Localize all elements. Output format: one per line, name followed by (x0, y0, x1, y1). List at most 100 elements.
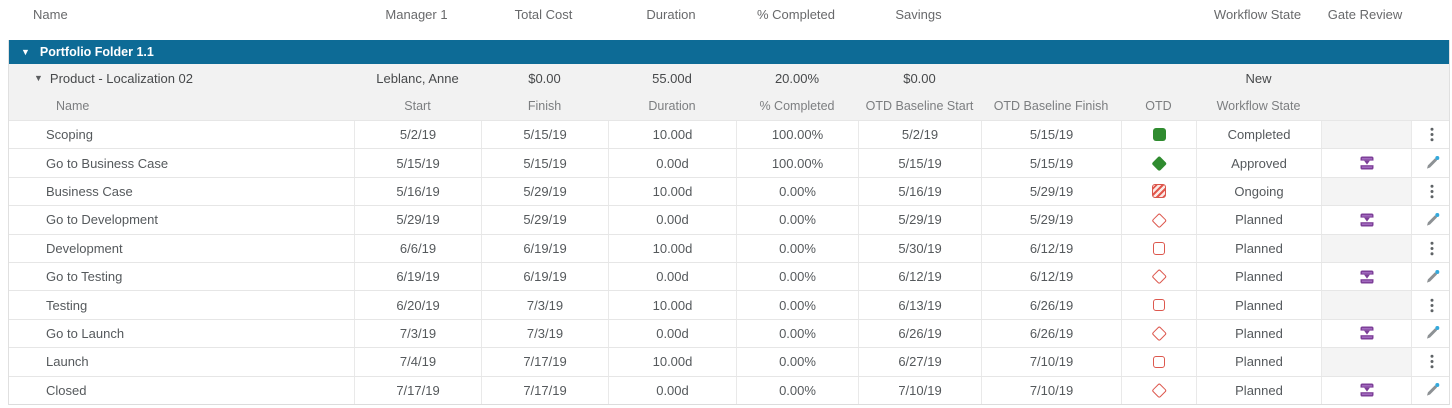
task-otd-baseline-finish-cell[interactable]: 6/26/19 (981, 291, 1121, 319)
task-finish-cell[interactable]: 7/17/19 (481, 348, 608, 376)
task-otd-baseline-start-cell[interactable]: 6/13/19 (858, 291, 981, 319)
task-workflow-state-cell[interactable]: Planned (1196, 262, 1321, 291)
column-header-total-cost[interactable]: Total Cost (514, 6, 573, 22)
task-name-cell[interactable]: Closed (46, 382, 87, 398)
task-start-cell[interactable]: 6/19/19 (354, 262, 481, 291)
stage-gate-icon[interactable] (1321, 149, 1411, 177)
task-duration-cell[interactable]: 10.00d (608, 234, 736, 262)
column-header-gate-review[interactable]: Gate Review (1327, 6, 1403, 22)
task-start-cell[interactable]: 5/15/19 (354, 149, 481, 177)
task-workflow-state-cell[interactable]: Planned (1196, 234, 1321, 262)
more-menu-icon[interactable] (1411, 291, 1451, 319)
task-pct-completed-cell[interactable]: 0.00% (736, 234, 858, 262)
edit-pencil-icon[interactable] (1411, 206, 1451, 234)
task-finish-cell[interactable]: 7/3/19 (481, 291, 608, 319)
task-start-cell[interactable]: 7/4/19 (354, 348, 481, 376)
column-header-workflow-state[interactable]: Workflow State (1213, 6, 1302, 22)
task-finish-cell[interactable]: 5/29/19 (481, 177, 608, 206)
task-pct-completed-cell[interactable]: 100.00% (736, 121, 858, 149)
task-otd-baseline-finish-cell[interactable]: 6/12/19 (981, 234, 1121, 262)
more-menu-icon[interactable] (1411, 177, 1451, 206)
column-header-manager-1[interactable]: Manager 1 (385, 6, 448, 22)
task-finish-cell[interactable]: 6/19/19 (481, 234, 608, 262)
edit-pencil-icon[interactable] (1411, 149, 1451, 177)
task-otd-baseline-finish-cell[interactable]: 6/26/19 (981, 319, 1121, 348)
column-header-duration[interactable]: Duration (646, 6, 696, 22)
task-pct-completed-cell[interactable]: 0.00% (736, 348, 858, 376)
task-otd-baseline-start-cell[interactable]: 5/29/19 (858, 206, 981, 234)
stage-gate-icon[interactable] (1321, 262, 1411, 291)
task-start-cell[interactable]: 7/17/19 (354, 376, 481, 404)
task-otd-baseline-start-cell[interactable]: 5/16/19 (858, 177, 981, 206)
task-duration-cell[interactable]: 0.00d (608, 206, 736, 234)
stage-gate-icon[interactable] (1321, 376, 1411, 404)
task-pct-completed-cell[interactable]: 0.00% (736, 291, 858, 319)
task-name-cell[interactable]: Go to Business Case (46, 155, 169, 171)
task-pct-completed-cell[interactable]: 0.00% (736, 262, 858, 291)
task-otd-baseline-start-cell[interactable]: 6/12/19 (858, 262, 981, 291)
column-header-name[interactable]: Name (33, 6, 68, 22)
task-otd-baseline-finish-cell[interactable]: 7/10/19 (981, 376, 1121, 404)
task-otd-baseline-start-cell[interactable]: 6/26/19 (858, 319, 981, 348)
task-workflow-state-cell[interactable]: Completed (1196, 121, 1321, 149)
task-name-cell[interactable]: Launch (46, 354, 89, 370)
more-menu-icon[interactable] (1411, 348, 1451, 376)
more-menu-icon[interactable] (1411, 234, 1451, 262)
task-start-cell[interactable]: 5/29/19 (354, 206, 481, 234)
task-finish-cell[interactable]: 7/17/19 (481, 376, 608, 404)
task-name-cell[interactable]: Business Case (46, 183, 133, 199)
task-start-cell[interactable]: 6/20/19 (354, 291, 481, 319)
task-finish-cell[interactable]: 5/29/19 (481, 206, 608, 234)
task-start-cell[interactable]: 5/2/19 (354, 121, 481, 149)
task-otd-baseline-finish-cell[interactable]: 5/15/19 (981, 121, 1121, 149)
task-finish-cell[interactable]: 5/15/19 (481, 121, 608, 149)
edit-pencil-icon[interactable] (1411, 319, 1451, 348)
task-name-cell[interactable]: Go to Launch (46, 325, 125, 341)
task-duration-cell[interactable]: 0.00d (608, 376, 736, 404)
stage-gate-icon[interactable] (1321, 206, 1411, 234)
task-name-cell[interactable]: Testing (46, 297, 88, 313)
task-finish-cell[interactable]: 6/19/19 (481, 262, 608, 291)
task-workflow-state-cell[interactable]: Ongoing (1196, 177, 1321, 206)
task-finish-cell[interactable]: 7/3/19 (481, 319, 608, 348)
task-workflow-state-cell[interactable]: Planned (1196, 348, 1321, 376)
column-header-savings[interactable]: Savings (895, 6, 942, 22)
portfolio-folder-row[interactable]: ▼ Portfolio Folder 1.1 (9, 40, 1449, 64)
collapse-triangle-down-icon[interactable]: ▼ (21, 47, 30, 57)
task-otd-baseline-finish-cell[interactable]: 5/29/19 (981, 206, 1121, 234)
task-duration-cell[interactable]: 0.00d (608, 262, 736, 291)
task-otd-baseline-finish-cell[interactable]: 6/12/19 (981, 262, 1121, 291)
task-otd-baseline-start-cell[interactable]: 5/15/19 (858, 149, 981, 177)
task-name-cell[interactable]: Development (46, 240, 123, 256)
column-header-pct-completed[interactable]: % Completed (756, 6, 836, 22)
task-pct-completed-cell[interactable]: 0.00% (736, 206, 858, 234)
task-pct-completed-cell[interactable]: 0.00% (736, 319, 858, 348)
more-menu-icon[interactable] (1411, 121, 1451, 149)
task-otd-baseline-finish-cell[interactable]: 5/29/19 (981, 177, 1121, 206)
collapse-triangle-down-icon[interactable]: ▼ (34, 73, 43, 83)
task-otd-baseline-start-cell[interactable]: 7/10/19 (858, 376, 981, 404)
task-otd-baseline-start-cell[interactable]: 6/27/19 (858, 348, 981, 376)
task-workflow-state-cell[interactable]: Planned (1196, 206, 1321, 234)
edit-pencil-icon[interactable] (1411, 262, 1451, 291)
task-otd-baseline-finish-cell[interactable]: 5/15/19 (981, 149, 1121, 177)
task-name-cell[interactable]: Go to Testing (46, 269, 123, 285)
task-pct-completed-cell[interactable]: 0.00% (736, 376, 858, 404)
task-otd-baseline-start-cell[interactable]: 5/30/19 (858, 234, 981, 262)
task-duration-cell[interactable]: 10.00d (608, 291, 736, 319)
stage-gate-icon[interactable] (1321, 319, 1411, 348)
task-finish-cell[interactable]: 5/15/19 (481, 149, 608, 177)
task-workflow-state-cell[interactable]: Planned (1196, 291, 1321, 319)
task-duration-cell[interactable]: 0.00d (608, 149, 736, 177)
task-workflow-state-cell[interactable]: Planned (1196, 376, 1321, 404)
task-workflow-state-cell[interactable]: Planned (1196, 319, 1321, 348)
task-pct-completed-cell[interactable]: 100.00% (736, 149, 858, 177)
task-name-cell[interactable]: Go to Development (46, 212, 159, 228)
task-duration-cell[interactable]: 10.00d (608, 177, 736, 206)
task-start-cell[interactable]: 6/6/19 (354, 234, 481, 262)
task-duration-cell[interactable]: 10.00d (608, 348, 736, 376)
task-pct-completed-cell[interactable]: 0.00% (736, 177, 858, 206)
task-name-cell[interactable]: Scoping (46, 127, 93, 143)
task-workflow-state-cell[interactable]: Approved (1196, 149, 1321, 177)
task-otd-baseline-finish-cell[interactable]: 7/10/19 (981, 348, 1121, 376)
